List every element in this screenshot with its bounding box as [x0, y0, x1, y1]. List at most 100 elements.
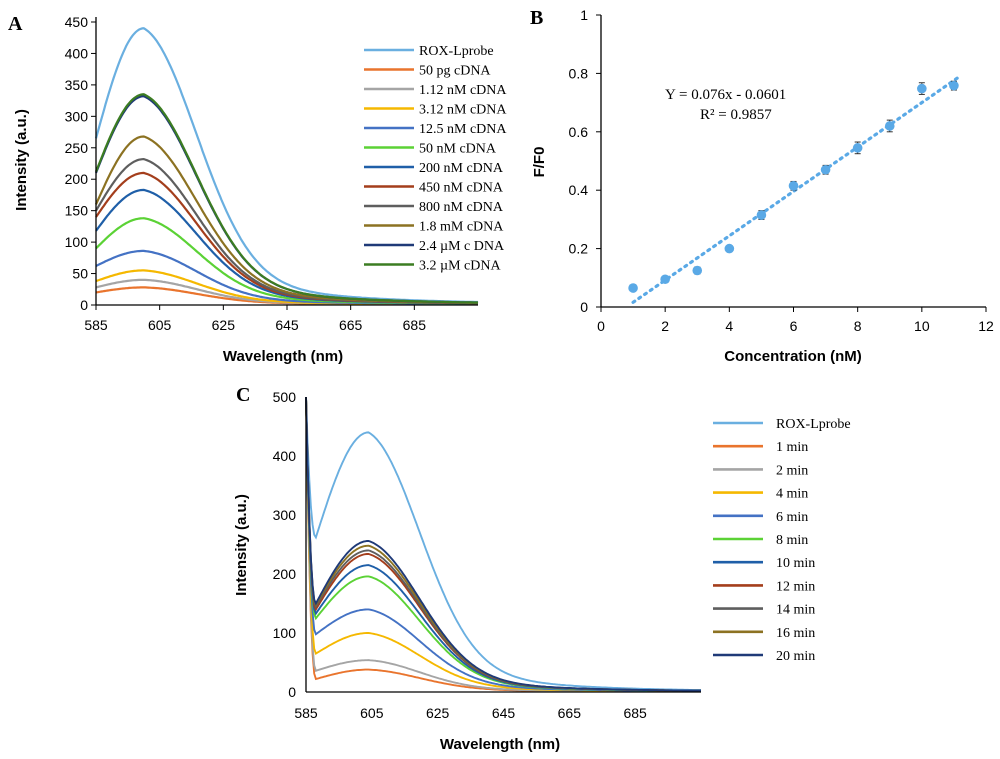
legend-label: 450 nM cDNA	[419, 181, 504, 196]
y-tick-label: 400	[273, 448, 297, 464]
y-tick-label: 100	[65, 234, 89, 250]
data-point	[756, 210, 767, 220]
series-line	[305, 396, 701, 693]
y-tick-label: 1	[580, 7, 588, 23]
panel-a-x-label: Wavelength (nm)	[223, 348, 343, 365]
x-tick-label: 6	[790, 318, 798, 334]
panel-c-x-label: Wavelength (nm)	[440, 736, 560, 753]
y-tick-label: 0.4	[569, 182, 589, 198]
x-tick-label: 685	[403, 317, 427, 333]
series-line	[305, 396, 701, 691]
legend-label: ROX-Lprobe	[419, 44, 494, 59]
panel-b-x-label: Concentration (nM)	[724, 348, 861, 365]
y-tick-label: 0	[80, 297, 88, 313]
data-point	[852, 143, 863, 153]
y-tick-label: 350	[65, 77, 89, 93]
panel-b-equation: Y = 0.076x - 0.0601	[665, 87, 786, 103]
y-tick-label: 0.2	[569, 241, 589, 257]
x-tick-label: 605	[360, 705, 384, 721]
y-tick-label: 0	[580, 299, 588, 315]
data-point	[788, 181, 799, 191]
legend-label: ROX-Lprobe	[776, 417, 851, 432]
x-tick-label: 585	[84, 317, 108, 333]
legend-label: 3.12 nM cDNA	[419, 103, 507, 118]
legend-label: 12 min	[776, 579, 815, 594]
panel-c: C 0 100 200 300 400 500 585 605 625 645 665 685 Wa…	[233, 384, 851, 753]
x-tick-label: 10	[914, 318, 930, 334]
panel-b: B 0 0.2 0.4 0.6 0.8 1 0 2 4 6 8 10 12 Y = 0.076x - …	[530, 7, 994, 365]
y-tick-label: 0.6	[569, 124, 589, 140]
series-line	[305, 396, 701, 692]
panel-a-x-ticks: 585 605 625 645 665 685	[84, 305, 426, 333]
data-point	[628, 283, 638, 293]
series-line	[305, 396, 701, 693]
y-tick-label: 0	[288, 684, 296, 700]
panel-b-x-ticks: 0 2 4 6 8 10 12	[597, 307, 994, 334]
legend-label: 50 nM cDNA	[419, 142, 497, 157]
panel-c-curves	[305, 396, 702, 693]
x-tick-label: 8	[854, 318, 862, 334]
panel-c-y-label: Intensity (a.u.)	[233, 494, 250, 596]
data-point	[884, 121, 895, 131]
x-tick-label: 625	[212, 317, 236, 333]
data-point	[949, 80, 959, 91]
legend-label: 2.4 µM c DNA	[419, 239, 505, 254]
data-point	[724, 243, 735, 254]
y-tick-label: 200	[65, 171, 89, 187]
legend-label: 14 min	[776, 603, 815, 618]
legend-label: 200 nM cDNA	[419, 161, 504, 176]
legend-label: 8 min	[776, 533, 808, 548]
panel-label-c: C	[236, 384, 250, 406]
data-point	[692, 265, 703, 276]
legend-label: 50 pg cDNA	[419, 64, 491, 79]
panel-a-legend: ROX-Lprobe 50 pg cDNA 1.12 nM cDNA 3.12 nM …	[364, 44, 507, 274]
series-line	[305, 396, 701, 692]
y-tick-label: 150	[65, 203, 89, 219]
y-tick-label: 400	[65, 45, 89, 61]
y-tick-label: 300	[273, 507, 297, 523]
x-tick-label: 665	[339, 317, 363, 333]
legend-label: 3.2 µM cDNA	[419, 259, 501, 274]
panel-a-curves	[94, 27, 479, 306]
x-tick-label: 625	[426, 705, 450, 721]
legend-label: 6 min	[776, 510, 808, 525]
x-tick-label: 645	[275, 317, 299, 333]
series-line	[94, 93, 478, 304]
legend-label: 1 min	[776, 440, 808, 455]
panel-label-b: B	[530, 7, 543, 29]
panel-a-y-label: Intensity (a.u.)	[13, 109, 30, 211]
series-line	[305, 396, 701, 692]
panel-b-points	[628, 80, 959, 293]
series-line	[305, 396, 701, 692]
x-tick-label: 605	[148, 317, 172, 333]
legend-label: 4 min	[776, 487, 808, 502]
panel-a-y-ticks: 0 50 100 150 200 250 300 350 400 450	[65, 14, 96, 313]
y-tick-label: 0.8	[569, 65, 589, 81]
x-tick-label: 685	[623, 705, 647, 721]
x-tick-label: 0	[597, 318, 605, 334]
data-point	[917, 83, 927, 94]
y-tick-label: 50	[72, 266, 88, 282]
legend-label: 10 min	[776, 556, 815, 571]
legend-label: 16 min	[776, 626, 815, 641]
y-tick-label: 450	[65, 14, 89, 30]
x-tick-label: 665	[558, 705, 582, 721]
legend-label: 20 min	[776, 649, 815, 664]
legend-label: 1.12 nM cDNA	[419, 83, 507, 98]
data-point	[660, 274, 670, 285]
series-line	[305, 396, 701, 693]
panel-b-y-label: F/F0	[531, 147, 548, 178]
y-tick-label: 100	[273, 625, 297, 641]
y-tick-label: 500	[273, 389, 297, 405]
panel-c-y-ticks: 0 100 200 300 400 500	[273, 389, 297, 700]
series-line	[305, 396, 702, 692]
panel-label-a: A	[8, 13, 23, 35]
legend-label: 12.5 nM cDNA	[419, 122, 507, 137]
series-line	[305, 396, 701, 692]
legend-label: 800 nM cDNA	[419, 200, 504, 215]
x-tick-label: 4	[725, 318, 733, 334]
x-tick-label: 645	[492, 705, 516, 721]
y-tick-label: 300	[65, 108, 89, 124]
panel-c-legend: ROX-Lprobe 1 min 2 min 4 min 6 min 8 min 10 mi…	[713, 417, 851, 664]
